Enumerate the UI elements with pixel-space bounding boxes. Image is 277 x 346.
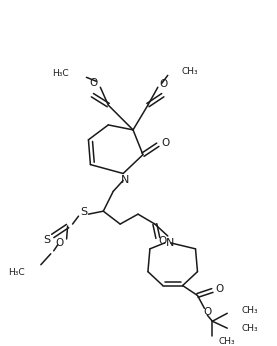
Text: O: O	[203, 307, 212, 317]
Text: CH₃: CH₃	[241, 306, 258, 315]
Text: CH₃: CH₃	[218, 337, 235, 346]
Text: N: N	[121, 175, 129, 185]
Text: O: O	[56, 238, 64, 248]
Text: O: O	[160, 79, 168, 89]
Text: H₃C: H₃C	[52, 69, 69, 78]
Text: O: O	[89, 78, 98, 88]
Text: CH₃: CH₃	[241, 324, 258, 333]
Text: O: O	[159, 236, 167, 246]
Text: CH₃: CH₃	[182, 67, 198, 76]
Text: O: O	[162, 138, 170, 148]
Text: N: N	[166, 238, 174, 248]
Text: S: S	[80, 207, 87, 217]
Text: H₃C: H₃C	[8, 268, 25, 277]
Text: S: S	[43, 235, 50, 245]
Text: O: O	[215, 283, 224, 293]
